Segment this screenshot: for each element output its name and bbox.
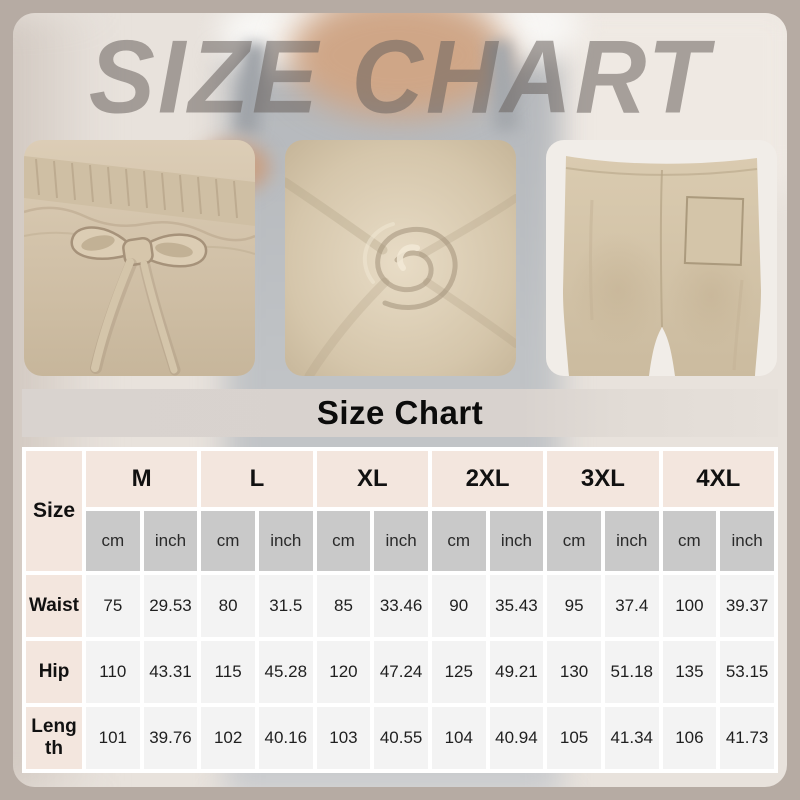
table-row-waist: Waist 75 29.53 80 31.5 85 33.46 90 35.43…	[26, 575, 774, 637]
unit-header: inch	[489, 511, 544, 571]
fabric-swirl-photo-illustration	[284, 140, 516, 376]
measurement-cell: 85	[316, 575, 371, 637]
unit-header: cm	[316, 511, 371, 571]
corner-size-label: Size	[26, 451, 82, 571]
table-row-length: Length 101 39.76 102 40.16 103 40.55 104…	[26, 707, 774, 769]
row-label: Waist	[26, 575, 82, 637]
measurement-cell: 135	[662, 641, 717, 703]
watermark-title: SIZE CHART	[88, 18, 712, 135]
unit-header: inch	[720, 511, 774, 571]
measurement-cell: 47.24	[374, 641, 428, 703]
unit-header: inch	[604, 511, 659, 571]
measurement-cell: 125	[431, 641, 486, 703]
size-column-header: 4XL	[662, 451, 774, 507]
unit-header: inch	[374, 511, 428, 571]
section-title-band: Size Chart	[22, 389, 778, 437]
measurement-cell: 40.55	[374, 707, 428, 769]
size-chart-table-wrap: Size M L XL 2XL 3XL 4XL cm inch cm inch …	[22, 447, 778, 773]
table-row-units: cm inch cm inch cm inch cm inch cm inch …	[26, 511, 774, 571]
measurement-cell: 103	[316, 707, 371, 769]
photo-skin-area	[288, 13, 508, 118]
measurement-cell: 102	[201, 707, 255, 769]
size-column-header: M	[86, 451, 198, 507]
measurement-cell: 130	[547, 641, 601, 703]
measurement-cell: 101	[86, 707, 140, 769]
pants-back-photo-illustration	[545, 140, 777, 376]
measurement-cell: 51.18	[604, 641, 659, 703]
measurement-cell: 43.31	[143, 641, 198, 703]
size-column-header: L	[201, 451, 313, 507]
measurement-cell: 110	[86, 641, 140, 703]
measurement-cell: 40.16	[258, 707, 313, 769]
detail-photo-fabric-swirl	[284, 140, 516, 376]
measurement-cell: 39.76	[143, 707, 198, 769]
unit-header: cm	[86, 511, 140, 571]
unit-header: inch	[258, 511, 313, 571]
measurement-cell: 105	[547, 707, 601, 769]
measurement-cell: 120	[316, 641, 371, 703]
measurement-cell: 35.43	[489, 575, 544, 637]
measurement-cell: 80	[201, 575, 255, 637]
size-column-header: 3XL	[547, 451, 659, 507]
drawstring-photo-illustration	[23, 140, 255, 376]
size-chart-table: Size M L XL 2XL 3XL 4XL cm inch cm inch …	[22, 447, 778, 773]
measurement-cell: 100	[662, 575, 717, 637]
measurement-cell: 41.73	[720, 707, 774, 769]
measurement-cell: 40.94	[489, 707, 544, 769]
measurement-cell: 90	[431, 575, 486, 637]
detail-photo-back-view	[545, 140, 777, 376]
measurement-cell: 75	[86, 575, 140, 637]
measurement-cell: 33.46	[374, 575, 428, 637]
unit-header: cm	[431, 511, 486, 571]
measurement-cell: 95	[547, 575, 601, 637]
measurement-cell: 106	[662, 707, 717, 769]
unit-header: cm	[201, 511, 255, 571]
row-label: Length	[26, 707, 82, 769]
detail-photos-row	[13, 140, 787, 376]
measurement-cell: 104	[431, 707, 486, 769]
row-label: Hip	[26, 641, 82, 703]
measurement-cell: 39.37	[720, 575, 774, 637]
measurement-cell: 115	[201, 641, 255, 703]
measurement-cell: 49.21	[489, 641, 544, 703]
section-title: Size Chart	[316, 394, 484, 431]
measurement-cell: 29.53	[143, 575, 198, 637]
measurement-cell: 45.28	[258, 641, 313, 703]
measurement-cell: 41.34	[604, 707, 659, 769]
measurement-cell: 37.4	[604, 575, 659, 637]
size-column-header: 2XL	[431, 451, 544, 507]
table-row-sizes: Size M L XL 2XL 3XL 4XL	[26, 451, 774, 571]
unit-header: cm	[547, 511, 601, 571]
measurement-cell: 53.15	[720, 641, 774, 703]
unit-header: cm	[662, 511, 717, 571]
unit-header: inch	[143, 511, 198, 571]
inner-card: SIZE CHART	[13, 13, 787, 787]
table-row-hip: Hip 110 43.31 115 45.28 120 47.24 125 49…	[26, 641, 774, 703]
detail-photo-drawstring	[23, 140, 255, 376]
size-column-header: XL	[316, 451, 428, 507]
measurement-cell: 31.5	[258, 575, 313, 637]
